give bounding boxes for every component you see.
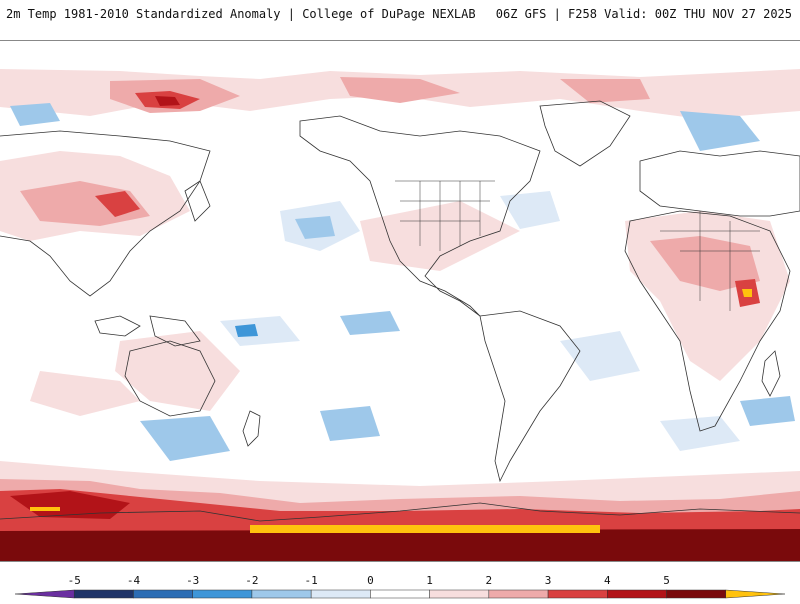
colorbar-bin — [429, 589, 490, 599]
colorbar-svg: -5 -4 -3 -2 -1 0 1 2 3 4 5 — [14, 574, 786, 599]
colorbar-bin — [547, 589, 608, 599]
colorbar-tick-label: -1 — [305, 574, 318, 587]
tropical-pacific-cold-light — [220, 316, 300, 346]
asia-outline — [0, 130, 211, 297]
north-pacific-cold-mid — [295, 216, 335, 239]
south-indian-cold-mid — [740, 396, 795, 426]
siberia-warm-dark — [155, 96, 180, 106]
political-borders — [395, 180, 760, 311]
africa-warm-mid — [650, 236, 760, 291]
new-guinea-outline — [149, 315, 201, 347]
header-bar: 2m Temp 1981-2010 Standardized Anomaly |… — [0, 0, 800, 30]
colorbar-bin — [133, 589, 193, 599]
colorbar-bin — [14, 589, 75, 599]
run-info: 06Z GFS | F258 Valid: 00Z THU NOV 27 202… — [495, 7, 792, 21]
arctic-ocean-warm-mid — [340, 77, 460, 103]
greenland-warm-mid — [560, 79, 650, 103]
us-state-lines — [400, 181, 490, 251]
atlantic-cold-light — [500, 191, 560, 229]
africa-outline — [624, 210, 791, 432]
colorbar-ticks: -5 -4 -3 -2 -1 0 1 2 3 4 5 — [68, 574, 670, 587]
north-america-outline — [299, 115, 541, 317]
eastafrica-extreme — [742, 289, 752, 297]
scandinavia-cold-mid — [680, 111, 760, 151]
tropical-pacific-cold-strong — [235, 324, 258, 337]
colorbar-bin — [725, 589, 786, 599]
south-pacific-cold-mid — [140, 416, 230, 461]
colorbar-tick-label: -2 — [245, 574, 258, 587]
warm-anomaly-areas — [0, 69, 800, 561]
colorbar-bins — [14, 589, 786, 599]
map-svg — [0, 41, 800, 561]
equatorial-cold-mid — [340, 311, 400, 335]
colorbar-bin — [192, 589, 253, 599]
south-pacific-cold-mid-2 — [320, 406, 380, 441]
coastlines — [0, 100, 800, 522]
indian-ocean-warm-light — [30, 371, 140, 416]
colorbar-tick-label: 3 — [545, 574, 552, 587]
colorbar-bin — [488, 589, 549, 599]
colorbar-tick-label: 4 — [604, 574, 611, 587]
australia-outline — [124, 340, 216, 417]
colorbar-bin — [370, 589, 430, 599]
colorbar-tick-label: -4 — [127, 574, 141, 587]
colorbar-bin — [310, 589, 371, 599]
colorbar-legend: -5 -4 -3 -2 -1 0 1 2 3 4 5 — [0, 568, 800, 600]
colorbar-tick-label: 0 — [367, 574, 374, 587]
colorbar-tick-label: 2 — [486, 574, 493, 587]
antarctic-extreme-yellow — [250, 525, 600, 533]
japan-outline — [184, 180, 211, 222]
product-title: 2m Temp 1981-2010 Standardized Anomaly |… — [6, 7, 476, 21]
antarctica-outline — [0, 502, 800, 522]
antarctic-extreme-band — [0, 529, 800, 561]
south-atlantic-cold-light — [560, 331, 640, 381]
new-zealand-outline — [242, 410, 261, 447]
south-america-outline — [479, 310, 581, 483]
colorbar-tick-label: 5 — [663, 574, 670, 587]
china-warm-strong — [95, 191, 140, 217]
colorbar-bin — [73, 589, 134, 599]
colorbar-tick-label: -3 — [186, 574, 199, 587]
colorbar-bin — [251, 589, 312, 599]
africa-borders — [660, 211, 760, 311]
madagascar-outline — [761, 350, 781, 397]
antarctic-extreme-yellow-west — [30, 507, 60, 511]
europe-outline — [639, 150, 800, 217]
colorbar-tick-label: -5 — [68, 574, 81, 587]
east-siberia-cold-mid — [10, 103, 60, 126]
anomaly-map — [0, 40, 800, 562]
australia-warm-light — [115, 331, 240, 411]
greenland-outline — [539, 100, 631, 167]
borneo-outline — [94, 315, 141, 337]
cold-anomaly-areas — [10, 103, 795, 461]
colorbar-tick-label: 1 — [426, 574, 433, 587]
colorbar-bin — [607, 589, 667, 599]
antarctic-warm-dark-west — [10, 491, 130, 519]
colorbar-bin — [666, 589, 727, 599]
indian-ocean-cold-light — [660, 416, 740, 451]
